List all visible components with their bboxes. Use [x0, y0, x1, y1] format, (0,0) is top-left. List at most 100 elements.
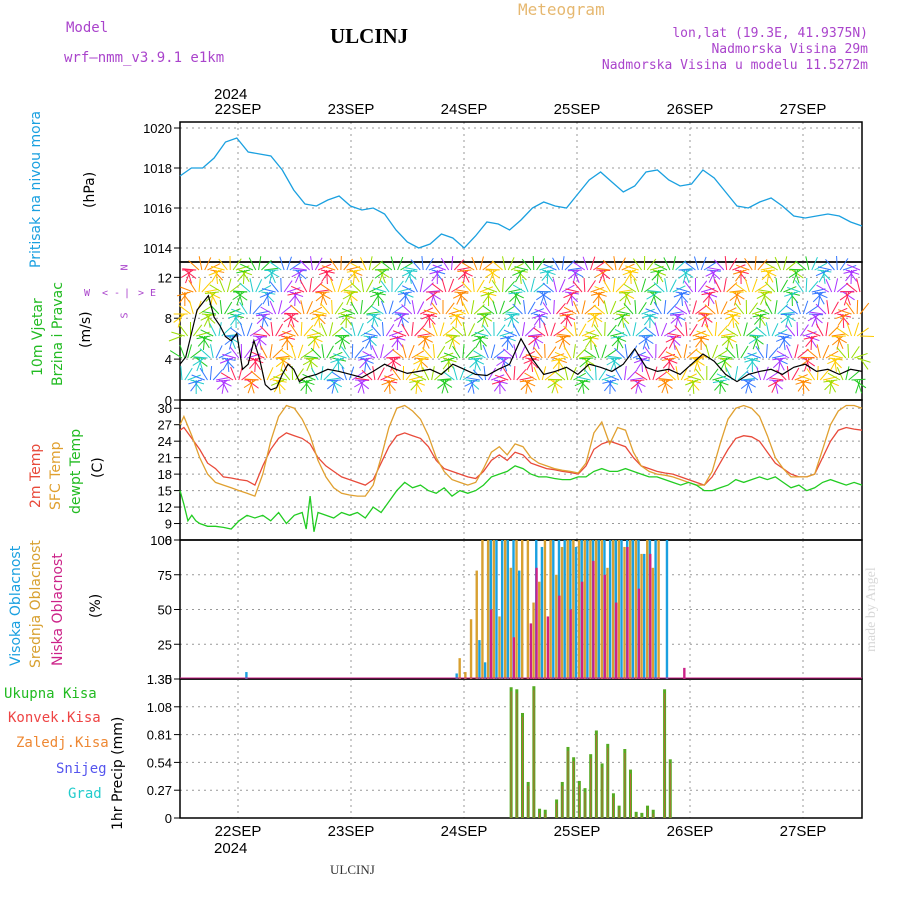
wind-arrow — [531, 313, 546, 319]
wind-arrow — [312, 313, 327, 317]
wind-arrow — [320, 302, 330, 315]
wind-arrow — [249, 299, 252, 315]
wind-arrow — [366, 335, 377, 347]
wind-arrow — [654, 263, 668, 271]
wind-arrow — [226, 278, 232, 293]
wind-arrow — [764, 281, 776, 293]
wind-arrow — [644, 346, 654, 359]
cloud-mid-bar — [481, 540, 484, 679]
precip-conv-bar — [641, 816, 643, 818]
wind-arrow — [465, 379, 480, 382]
wind-arrow — [300, 321, 303, 337]
wind-arrow — [536, 291, 549, 301]
wind-arrow — [697, 313, 710, 322]
wind-arrow — [612, 306, 626, 315]
wind-arrow — [388, 330, 403, 337]
wind-arrow — [491, 374, 505, 381]
wind-arrow — [553, 379, 559, 394]
prec-snow-label: Snijeg — [56, 761, 107, 777]
wind-arrow — [702, 291, 713, 303]
wind-arrow — [197, 335, 208, 347]
wind-arrow — [587, 280, 596, 293]
wind-arrow — [783, 313, 796, 322]
wind-arrow — [704, 304, 716, 315]
wind-arrow — [619, 291, 634, 294]
cloud-high-bar — [654, 540, 657, 679]
wind-arrow — [171, 331, 185, 337]
wind-arrow — [598, 269, 611, 280]
wind-arrow — [229, 282, 242, 293]
wind-arrow — [250, 370, 262, 381]
wind-arrow — [377, 367, 385, 381]
wind-arrow — [521, 322, 526, 337]
wind-arrow — [522, 278, 529, 293]
wind-arrow — [212, 369, 223, 381]
wind-arrow — [734, 366, 739, 381]
cloud-low-bar — [546, 616, 550, 679]
wind-arrow — [559, 313, 574, 317]
wind-arrow — [834, 335, 847, 344]
wind-arrow — [421, 347, 433, 359]
precip-tick-label: 0.81 — [147, 728, 172, 743]
wind-arrow — [598, 368, 608, 381]
wind-tick-label: 0 — [165, 393, 172, 408]
wind-arrow — [334, 335, 347, 345]
wind-arrow — [714, 279, 722, 293]
wind-arrow — [765, 343, 768, 359]
wind-arrow — [503, 367, 512, 381]
wind-arrow — [839, 313, 850, 326]
wind-arrow — [238, 291, 244, 306]
wind-arrow — [204, 313, 216, 324]
wind-arrow — [714, 300, 719, 315]
wind-arrow — [513, 269, 528, 273]
cloud-mid-bar — [469, 619, 473, 679]
wind-arrow — [497, 356, 512, 359]
wind-arrow — [385, 379, 396, 391]
wind-arrow — [755, 326, 767, 337]
wind-arrow — [453, 313, 463, 327]
wind-arrow — [372, 287, 387, 293]
wind-arrow — [279, 335, 293, 341]
wind-arrow — [187, 374, 201, 381]
wind-arrow — [360, 379, 365, 394]
wind-arrow — [195, 357, 208, 367]
wind-arrow — [718, 355, 733, 359]
wind-arrow — [579, 357, 591, 368]
cloud-mid-label: Srednja Oblacnost — [28, 540, 44, 668]
cloud-high-bar — [495, 540, 498, 679]
wind-arrow — [401, 269, 415, 277]
wind-arrow — [254, 357, 257, 373]
wind-arrow — [286, 287, 301, 293]
wind-arrow — [809, 311, 824, 315]
wind-arrow — [602, 259, 614, 271]
wind-arrow — [231, 308, 245, 315]
precip-conv-bar — [567, 750, 569, 818]
wind-arrow — [507, 313, 520, 324]
wind-arrow — [391, 368, 401, 381]
wind-arrow — [551, 357, 566, 362]
wind-arrow — [216, 379, 228, 390]
wind-arrow — [590, 291, 605, 296]
wind-arrow — [208, 269, 222, 276]
cloud-mid-bar — [538, 581, 541, 679]
wind-arrow — [812, 291, 824, 303]
wind-arrow — [417, 357, 429, 368]
wind-arrow — [556, 335, 571, 338]
temp-line-2 — [179, 465, 863, 532]
wind-arrow — [343, 289, 358, 293]
temperature-tick-label: 18 — [158, 467, 172, 482]
wind-arrow — [269, 344, 273, 359]
wind-arrow — [563, 325, 574, 337]
wind-arrow — [757, 291, 772, 294]
wind-arrow — [490, 344, 496, 359]
wind-arrow — [264, 267, 279, 271]
wind-arrow — [310, 256, 313, 271]
wind-arrow — [660, 322, 668, 337]
wind-arrow — [669, 279, 677, 293]
wind-arrow — [833, 278, 839, 293]
wind-arrow — [856, 327, 869, 337]
wind-arrow — [831, 301, 839, 315]
wind-arrow — [381, 379, 395, 386]
wind-arrow — [587, 335, 598, 348]
wind-arrow — [448, 335, 461, 345]
